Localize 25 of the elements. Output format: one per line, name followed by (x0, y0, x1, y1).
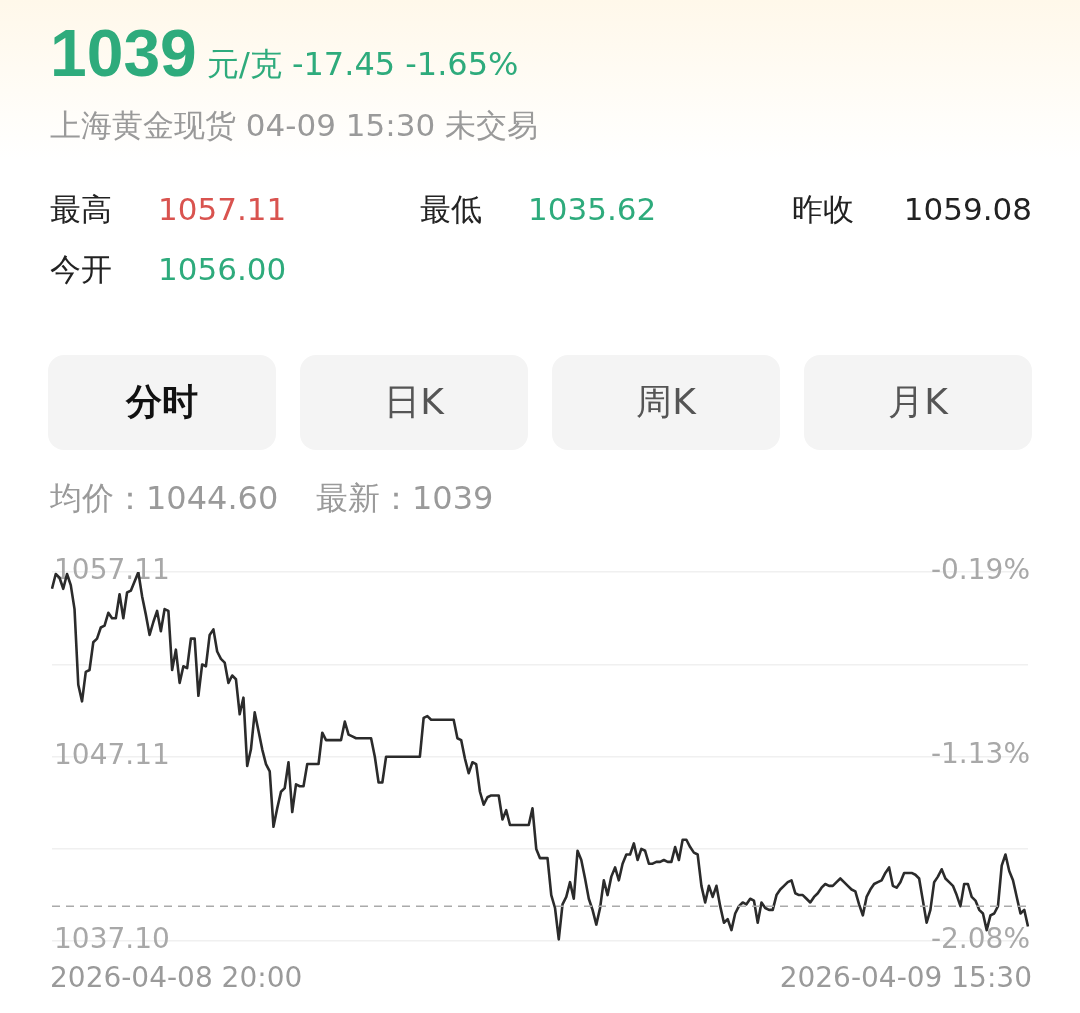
y-tick-label: 1037.10 (54, 922, 170, 956)
text: 最低 (420, 191, 482, 227)
y2-tick-label: -1.13% (930, 736, 1030, 770)
text: 昨收 (792, 191, 854, 227)
y-tick-label: 1057.11 (54, 553, 170, 587)
text: 1057.11 (158, 191, 287, 227)
chart-subtitle: 上海黄金现货 04-09 15:30 未交易 (50, 107, 538, 143)
y-tick-label: 1047.11 (54, 737, 170, 771)
text: 1059.08 (903, 191, 1032, 227)
text: 元/克 -17.45 -1.65% (207, 45, 519, 83)
text: 均价：1044.60 (50, 479, 279, 517)
chart-title: 1039 (50, 16, 197, 90)
text: 1056.00 (158, 251, 287, 287)
text: 最新：1039 (316, 479, 494, 517)
text: 今开 (50, 251, 112, 287)
tab-button: 月K (804, 355, 1032, 450)
tab-button: 周K (552, 355, 780, 450)
tab-button: 日K (300, 355, 528, 450)
text: 最高 (50, 191, 112, 227)
y2-tick-label: -2.08% (930, 922, 1030, 956)
text: 2026-04-08 20:00 (50, 961, 303, 994)
tab-button: 分时 (48, 355, 276, 450)
text: 2026-04-09 15:30 (779, 961, 1032, 994)
text: 1035.62 (528, 191, 657, 227)
y2-tick-label: -0.19% (930, 553, 1030, 587)
